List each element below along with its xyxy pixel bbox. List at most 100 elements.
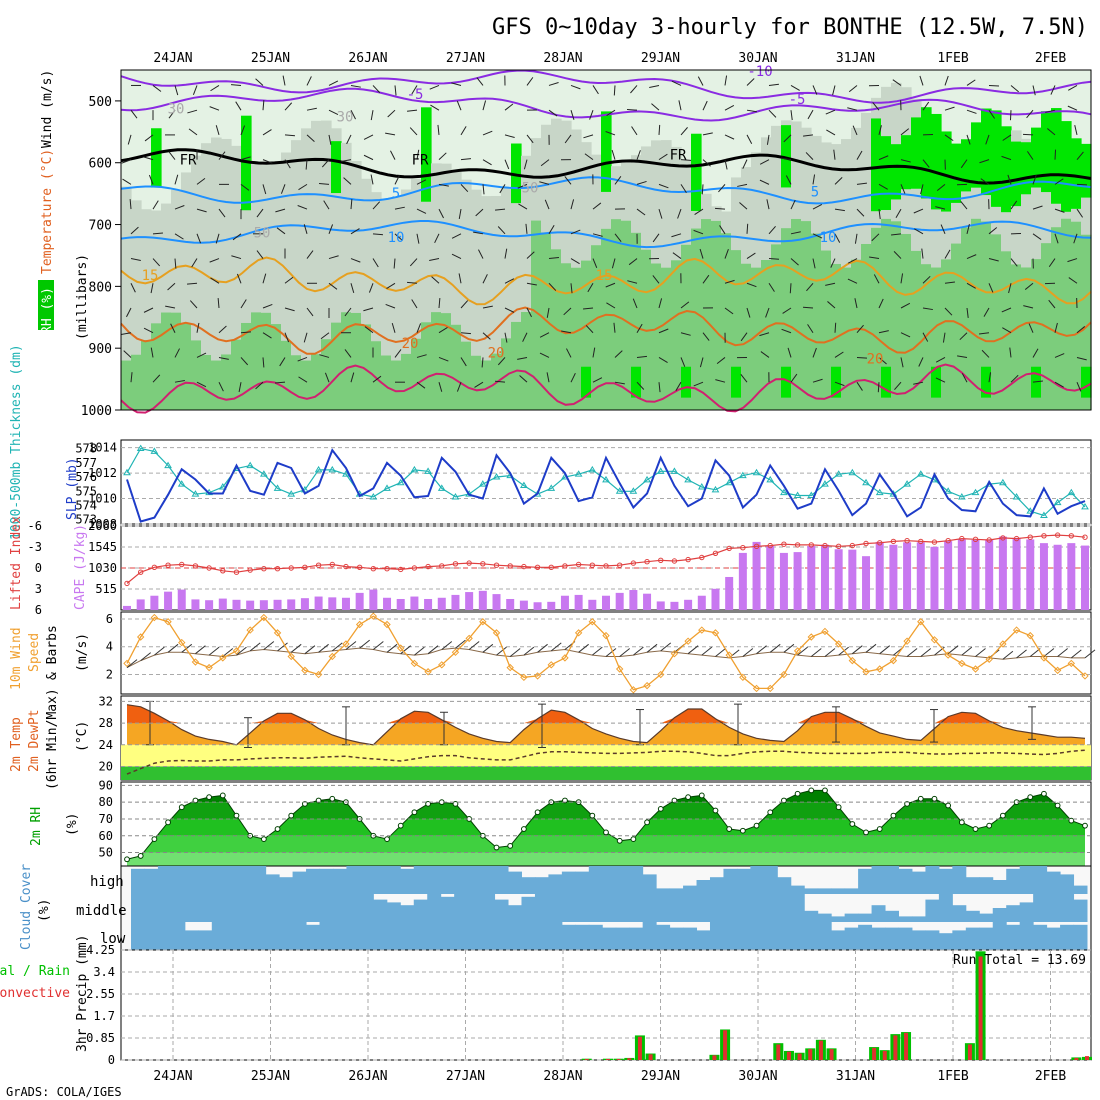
rh-cell xyxy=(601,228,612,410)
wind-barb xyxy=(812,378,823,383)
rh-cell xyxy=(891,144,902,200)
rh-point xyxy=(397,822,404,829)
wind-barb xyxy=(919,75,924,86)
li-point xyxy=(877,540,883,546)
rh-cell xyxy=(721,233,732,410)
wind-barb xyxy=(152,258,161,267)
wind10-ylabel2: Speed xyxy=(27,633,42,672)
cape-bar xyxy=(820,544,829,610)
wind-barb xyxy=(936,183,946,192)
wind-barb xyxy=(739,202,748,210)
ytick-label: 1008 xyxy=(88,517,117,531)
rh-cell xyxy=(361,324,372,410)
cape-bar xyxy=(341,597,350,610)
thickness-point xyxy=(273,484,282,491)
wind-barb xyxy=(636,323,643,333)
wind-barb xyxy=(284,102,293,111)
precip-ylabel-conv: Convective xyxy=(0,986,70,1001)
cloud-bar-middle xyxy=(588,894,603,922)
cape-bar xyxy=(519,600,528,610)
temperature-contours xyxy=(120,69,1092,414)
wind-barb xyxy=(130,258,141,261)
wind-barb xyxy=(900,128,910,136)
wind-barb xyxy=(517,356,528,360)
cape-ylabel-li: Lifted Index xyxy=(9,516,24,610)
cloud-bar-high xyxy=(615,866,630,894)
wind-barb xyxy=(152,200,159,210)
slp-series xyxy=(123,444,1089,523)
wind-barb xyxy=(746,307,751,318)
wind-barb xyxy=(526,251,535,259)
li-point xyxy=(548,564,554,570)
cloud-bar-high xyxy=(225,866,240,894)
cape-bar xyxy=(738,552,747,610)
li-point xyxy=(959,535,965,542)
contour-label: 30 xyxy=(168,101,185,117)
rh-cell xyxy=(781,366,792,398)
cape-bar xyxy=(903,542,912,610)
date-label-top: 31JAN xyxy=(836,51,875,66)
wind-barb xyxy=(913,208,924,214)
wind-speed-point xyxy=(889,656,898,665)
wind-barb xyxy=(429,84,440,90)
wind-barb xyxy=(746,78,755,86)
ytick-label: 2 xyxy=(106,668,113,682)
rh-cell xyxy=(251,162,262,410)
wind-barb xyxy=(256,208,264,218)
cloud-bar-low xyxy=(1073,924,1088,950)
wind-barb xyxy=(1054,149,1057,160)
wind-barb xyxy=(678,100,682,111)
wind-speed-point xyxy=(355,620,364,629)
date-label-bottom: 27JAN xyxy=(446,1069,485,1084)
rh-point xyxy=(452,800,459,807)
wind-barb xyxy=(878,330,889,334)
wind-barb xyxy=(458,273,462,284)
li-point xyxy=(1027,534,1033,540)
wind-barbs-upper xyxy=(121,75,1088,393)
wind-barb xyxy=(368,283,374,293)
thickness-point xyxy=(410,465,419,473)
rh-point xyxy=(835,804,842,811)
cape-bar xyxy=(424,598,433,610)
li-point xyxy=(137,569,144,575)
temp-band-warm xyxy=(121,744,1091,767)
wind-barb xyxy=(460,184,469,193)
wind-speed-point xyxy=(273,629,282,637)
wind-barb xyxy=(262,100,265,111)
wind-barb xyxy=(812,85,818,95)
wind-barb xyxy=(1002,650,1014,660)
wind-barb xyxy=(526,134,534,144)
rh-cell xyxy=(151,210,162,410)
wind-barb xyxy=(303,224,308,234)
wind-barb xyxy=(279,357,286,367)
wind-barb xyxy=(834,322,837,333)
cloud-bar-middle xyxy=(925,899,940,922)
rh-point xyxy=(999,812,1006,819)
wind-speed-point xyxy=(588,618,597,626)
ytick-label: 60 xyxy=(99,829,113,843)
wind-barb xyxy=(497,357,506,366)
rh-cell xyxy=(241,322,252,410)
rh-point xyxy=(986,822,993,829)
rh-cell xyxy=(911,117,922,189)
wind-barb xyxy=(947,645,959,655)
temp2m-ylabel: 2m Temp xyxy=(9,717,24,772)
li-point xyxy=(247,567,253,573)
wind-barb xyxy=(891,233,902,236)
wind-speed-point xyxy=(410,659,419,668)
rh-cell xyxy=(311,354,322,410)
li-point xyxy=(616,562,623,568)
temp2m-ylabel3: (6hr Min/Max) xyxy=(45,688,60,790)
wind-barb xyxy=(652,233,660,243)
wind-barb xyxy=(499,184,506,194)
rh-cell xyxy=(951,143,962,203)
wind-barb xyxy=(759,179,770,185)
cloud-bar-middle xyxy=(198,894,213,922)
ytick-label: 800 xyxy=(89,280,112,295)
barb-speed-line xyxy=(126,647,1085,669)
wind-barb xyxy=(372,85,381,94)
rh-cell xyxy=(621,220,632,410)
wind-barb xyxy=(127,134,132,145)
cape-bar xyxy=(875,541,884,610)
